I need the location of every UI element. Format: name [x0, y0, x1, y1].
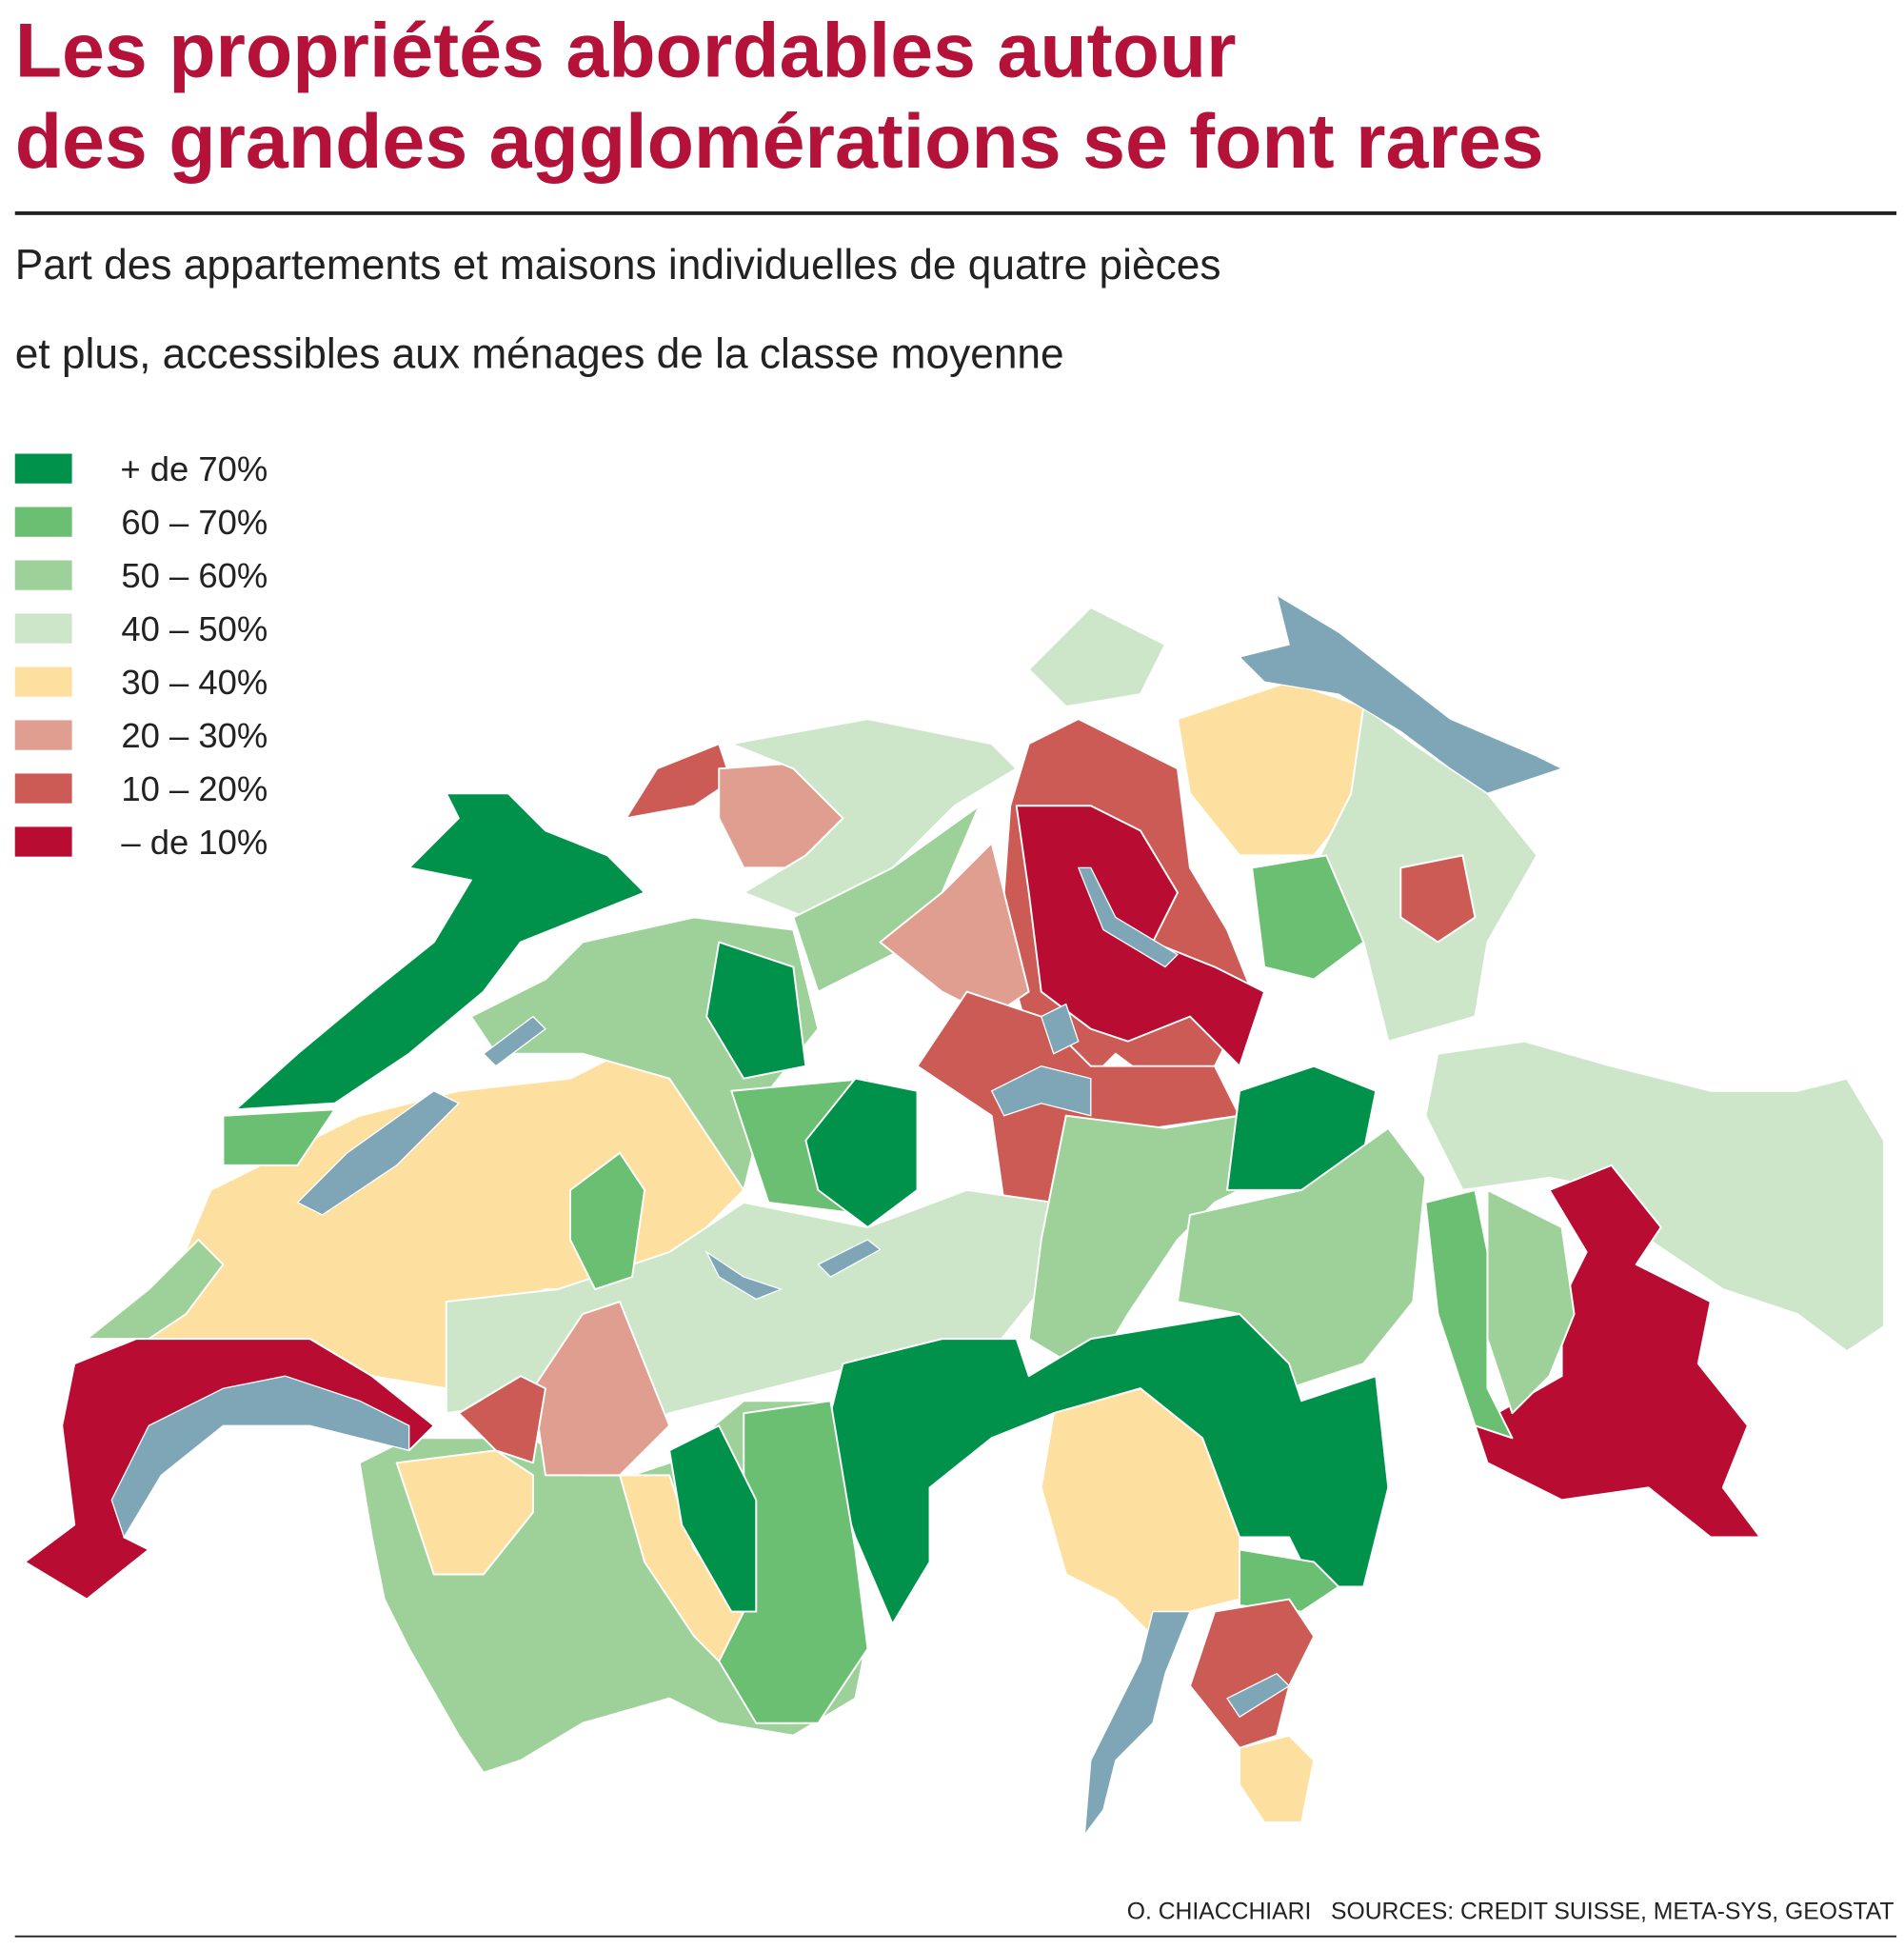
legend-swatch [14, 507, 72, 537]
region [1486, 1188, 1576, 1415]
region [222, 1108, 336, 1166]
region [879, 842, 1030, 1018]
legend-label: – de 10% [121, 823, 268, 862]
region [1027, 1114, 1266, 1378]
region [1189, 1598, 1316, 1749]
region [1027, 606, 1166, 708]
legend-label: 60 – 70% [121, 503, 268, 542]
lake [482, 1015, 546, 1067]
legend-label: 20 – 30% [121, 716, 268, 755]
lake [990, 1065, 1092, 1117]
lake [110, 1375, 410, 1539]
region [1399, 854, 1477, 944]
legend-swatch [14, 826, 72, 857]
legend-label: 50 – 60% [121, 556, 268, 595]
region [1239, 1734, 1316, 1823]
lake [1077, 866, 1180, 968]
legend: + de 70% 60 – 70% 50 – 60% 40 – 50% 30 – 40%… [14, 449, 268, 862]
legend-label: + de 70% [120, 449, 268, 488]
title-line: des grandes agglomérations se font rares [15, 99, 1544, 185]
region [1474, 1164, 1761, 1539]
legend-swatch [14, 720, 72, 750]
region [668, 1424, 758, 1613]
credit: O. CHIACCHIARI SOURCES: CREDIT SUISSE, M… [1127, 1899, 1894, 1924]
legend-label: 30 – 40% [121, 663, 268, 702]
region [804, 1077, 919, 1228]
region [625, 743, 733, 820]
legend-swatch [14, 560, 72, 590]
legend-swatch [14, 773, 72, 804]
legend-label: 40 – 50% [121, 609, 268, 648]
region [619, 1474, 745, 1662]
lake [1226, 1672, 1291, 1719]
region [1424, 1188, 1514, 1440]
lake [704, 1250, 783, 1301]
title-line: Les propriétés abordables autour [15, 9, 1237, 94]
legend-swatch [14, 667, 72, 697]
subtitle-line: et plus, accessibles aux ménages de la c… [15, 331, 1064, 378]
region [1424, 1040, 1886, 1353]
region [829, 1313, 1390, 1625]
region [1239, 1548, 1340, 1613]
map [24, 593, 1886, 1838]
region [457, 1375, 546, 1464]
lake [296, 1089, 460, 1216]
subtitle-line: Part des appartements et maisons individ… [15, 242, 1221, 289]
lake [1040, 1003, 1080, 1055]
legend-swatch [14, 453, 72, 484]
region [531, 1301, 671, 1477]
region [234, 792, 646, 1111]
region [1176, 1126, 1427, 1390]
region [705, 941, 807, 1080]
lake [1238, 593, 1564, 794]
lake [817, 1239, 882, 1278]
region [1251, 854, 1365, 981]
lake [1083, 1610, 1191, 1838]
region [569, 1151, 646, 1291]
legend-label: 10 – 20% [121, 769, 268, 808]
legend-swatch [14, 613, 72, 644]
